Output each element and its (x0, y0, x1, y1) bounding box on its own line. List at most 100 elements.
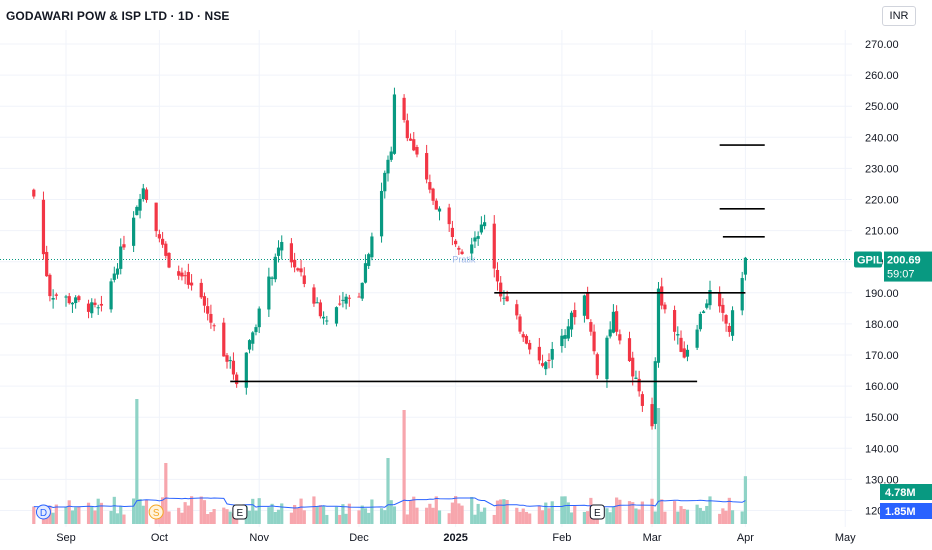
volume-bar (370, 499, 374, 524)
volume-bar (164, 463, 168, 524)
volume-bar (90, 506, 94, 524)
candle-body (41, 199, 46, 255)
marker-letter: D (40, 508, 47, 519)
candle-body (495, 269, 500, 282)
volume-bar (293, 504, 297, 524)
marker-letter: E (594, 508, 601, 519)
candle-body (119, 246, 123, 269)
volume-bar (495, 500, 500, 524)
candle-body (312, 287, 316, 304)
candle-body (360, 282, 364, 299)
volume-bar (338, 514, 342, 524)
drawn-levels[interactable] (230, 144, 765, 383)
candle-body (363, 263, 368, 283)
x-tick-label: Apr (737, 532, 754, 544)
volume-bar (425, 507, 429, 524)
candle-body (386, 159, 390, 174)
candle-body (367, 254, 371, 266)
volume-bar (550, 501, 554, 524)
volume-bar (566, 502, 570, 524)
volume-bar (611, 507, 615, 524)
y-tick-label: 270.00 (865, 39, 899, 51)
candle-body (721, 304, 725, 313)
candle-body (138, 198, 142, 211)
volume-bar (679, 506, 683, 524)
candle-body (698, 313, 702, 330)
volume-bar (74, 507, 78, 524)
candle-body (544, 362, 548, 370)
candle-body (344, 296, 348, 304)
candle-body (663, 304, 667, 310)
volume-bar (363, 508, 368, 524)
volume-bar (615, 497, 619, 524)
volume-bar (515, 507, 519, 524)
candle-body (74, 297, 78, 304)
volume-bar (437, 510, 442, 524)
candle-body (447, 207, 451, 225)
y-tick-label: 230.00 (865, 163, 899, 175)
volume-bar (682, 508, 686, 524)
candle-body (592, 331, 596, 352)
volume-bar (434, 496, 438, 524)
volume-bar (144, 499, 149, 524)
volume-bar (132, 498, 136, 524)
candle-body (251, 332, 255, 344)
volume-bar (405, 514, 409, 524)
volume-bar (96, 498, 100, 524)
volume-bar (492, 514, 496, 524)
y-tick-label: 210.00 (865, 226, 899, 238)
volume-bar (383, 510, 387, 524)
volume-bar (322, 505, 326, 524)
volume-bar (202, 500, 207, 524)
volume-bar (569, 512, 574, 524)
candle-body (425, 153, 429, 180)
candle-body (743, 257, 748, 275)
candle-body (315, 302, 319, 304)
time-axis[interactable]: Sep Oct Nov Dec 2025 Feb Mar Apr May (56, 532, 856, 544)
volume-ma-line (33, 497, 746, 509)
candle-body (740, 278, 744, 311)
candle-body (563, 335, 567, 339)
volume-bar (454, 496, 458, 524)
candle-body (296, 268, 300, 271)
grid (0, 30, 852, 527)
volume-bar (199, 496, 203, 524)
candle-body (589, 322, 593, 332)
volume-bar (119, 506, 123, 524)
volume-bar (296, 507, 300, 524)
candle-body (457, 247, 461, 250)
candle-body (189, 282, 194, 286)
currency-selector[interactable]: INR (882, 6, 916, 26)
candle-body (48, 274, 52, 297)
candle-body (212, 325, 216, 327)
candle-body (341, 299, 345, 301)
price-axis[interactable]: 120.00130.00140.00150.00160.00170.00180.… (865, 39, 899, 518)
volume-bar (540, 510, 545, 524)
volume-bar (653, 511, 657, 524)
watermark-text: Pratik (452, 255, 476, 265)
volume-bar (457, 503, 461, 524)
candle-body (595, 354, 599, 376)
candle-body (257, 308, 261, 328)
candle-body (244, 352, 248, 388)
volume-bar (650, 498, 654, 524)
candle-body (640, 394, 644, 406)
candle-body (132, 217, 136, 246)
volume-bar (386, 458, 390, 524)
volume-bar (270, 503, 274, 524)
volume-bar (115, 513, 120, 524)
chart-title: GODAWARI POW & ISP LTD · 1D · NSE (6, 9, 230, 23)
candle-body (615, 311, 619, 332)
earnings-marker (232, 504, 248, 520)
volume-bar (112, 496, 116, 524)
candle-body (64, 296, 68, 298)
candle-body (672, 310, 677, 332)
candle-body (222, 322, 226, 357)
candle-body (334, 307, 339, 324)
candle-body (231, 360, 236, 375)
candle-body (679, 337, 683, 352)
candle-body (209, 313, 213, 323)
